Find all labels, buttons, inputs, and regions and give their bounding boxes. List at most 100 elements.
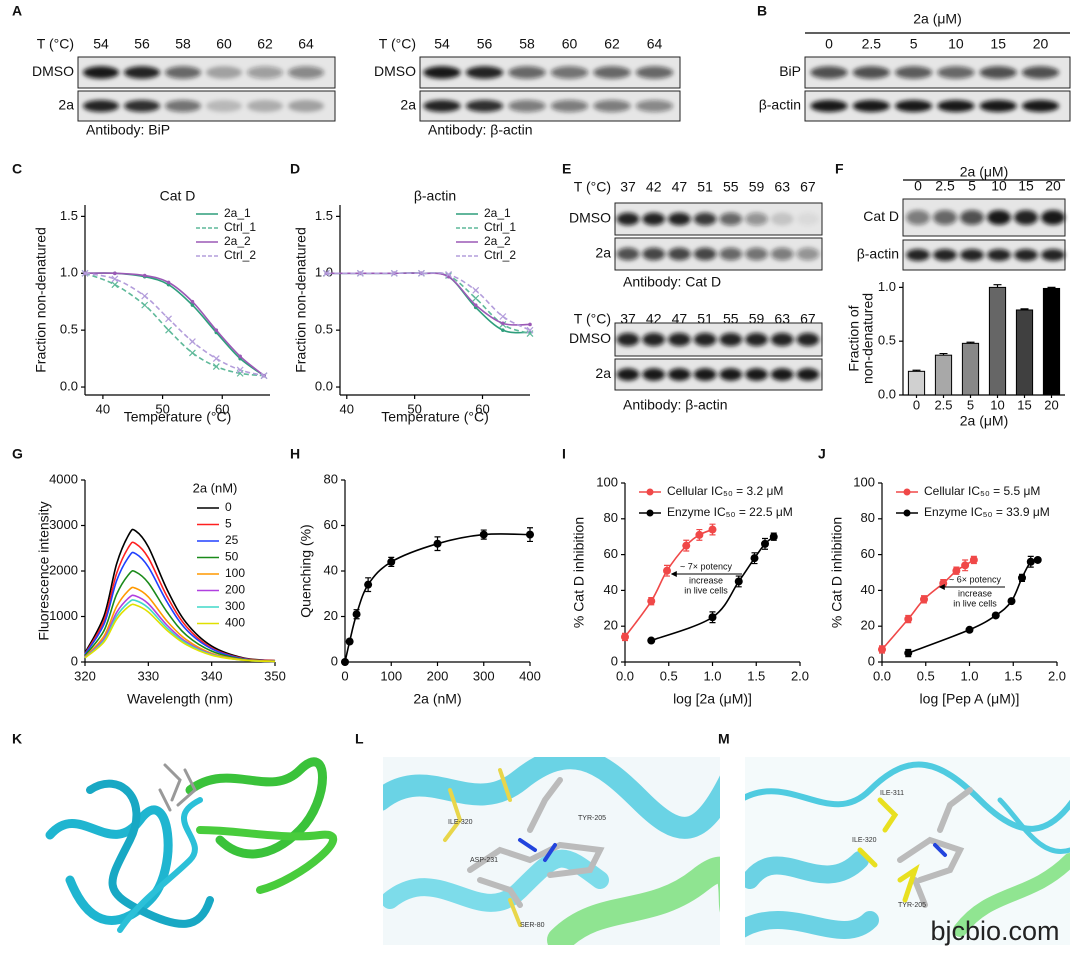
y-tick-label: 0 bbox=[71, 653, 78, 668]
band bbox=[616, 332, 640, 347]
annotation: in live cells bbox=[684, 585, 728, 595]
series-line bbox=[84, 603, 276, 663]
legend-label: 25 bbox=[225, 533, 239, 547]
ribbon bbox=[745, 761, 1070, 832]
blot-header: T (°C) bbox=[574, 179, 611, 195]
bands bbox=[810, 66, 1060, 79]
bands bbox=[616, 212, 820, 226]
annotation: in live cells bbox=[953, 598, 997, 608]
lane-label: 37 bbox=[620, 179, 636, 195]
marker bbox=[1026, 557, 1035, 566]
y-tick-label: 1000 bbox=[49, 608, 78, 623]
marker bbox=[418, 269, 425, 277]
lane-label: 58 bbox=[519, 36, 535, 52]
bands bbox=[810, 100, 1060, 112]
band bbox=[693, 332, 717, 347]
x-tick-label: 2.5 bbox=[934, 397, 952, 412]
residue-label: SER-80 bbox=[520, 922, 545, 929]
marker bbox=[499, 313, 507, 320]
blot-caption: Antibody: BiP bbox=[86, 122, 170, 138]
legend-label: Ctrl_2 bbox=[484, 248, 516, 262]
y-tick-label: 1.0 bbox=[315, 265, 333, 280]
row-label: 2a bbox=[400, 97, 416, 113]
series-line bbox=[326, 272, 531, 326]
band bbox=[616, 212, 640, 226]
band bbox=[82, 66, 120, 79]
y-tick-label: 60 bbox=[324, 517, 338, 532]
band bbox=[937, 66, 975, 79]
y-axis-label: Fraction non-denatured bbox=[293, 227, 309, 373]
y-tick-label: 80 bbox=[324, 471, 338, 486]
lane-label: 42 bbox=[646, 179, 662, 195]
legend-label: 2a_2 bbox=[484, 234, 511, 248]
marker bbox=[969, 555, 978, 564]
x-tick-label: 1.5 bbox=[747, 668, 765, 683]
legend-marker bbox=[903, 488, 911, 496]
x-axis-label: Wavelength (nm) bbox=[127, 691, 233, 707]
x-axis-label: log [2a (μM)] bbox=[673, 691, 752, 707]
lane-label: 10 bbox=[948, 36, 964, 52]
x-tick-label: 2.0 bbox=[791, 668, 809, 683]
x-tick-label: 0 bbox=[913, 397, 920, 412]
residue bbox=[443, 768, 522, 927]
legend-label: 5 bbox=[225, 517, 232, 531]
band bbox=[465, 66, 504, 79]
legend-marker bbox=[646, 509, 654, 517]
lane-label: 55 bbox=[723, 179, 739, 195]
marker bbox=[1007, 597, 1016, 606]
marker bbox=[323, 269, 330, 277]
band bbox=[287, 100, 325, 112]
band bbox=[668, 332, 691, 347]
marker bbox=[212, 355, 220, 363]
x-tick-label: 400 bbox=[519, 668, 541, 683]
band bbox=[668, 212, 691, 226]
series-line bbox=[84, 528, 276, 662]
y-tick-label: 20 bbox=[604, 618, 618, 633]
y-tick-label: 20 bbox=[324, 608, 338, 623]
residue-label: ILE-320 bbox=[852, 837, 877, 844]
band bbox=[937, 100, 975, 112]
marker bbox=[81, 269, 89, 277]
ribbon bbox=[45, 805, 173, 925]
y-tick-label: 40 bbox=[604, 582, 618, 597]
y-tick-label: 100 bbox=[596, 474, 618, 489]
panel-label: G bbox=[12, 446, 23, 462]
legend-label: 300 bbox=[225, 599, 245, 613]
panel-label: E bbox=[562, 161, 571, 177]
y-axis-label: % Cat D inhibition bbox=[829, 517, 845, 628]
panel-label: B bbox=[757, 3, 767, 19]
marker bbox=[387, 557, 396, 566]
legend-marker bbox=[903, 509, 911, 517]
lane-label: 62 bbox=[604, 36, 620, 52]
marker bbox=[920, 595, 928, 604]
y-tick-label: 0 bbox=[611, 653, 618, 668]
band bbox=[123, 66, 161, 79]
band bbox=[770, 368, 794, 381]
band bbox=[906, 210, 930, 225]
lane-label: 10 bbox=[991, 178, 1007, 194]
lane-label: 58 bbox=[175, 36, 191, 52]
marker bbox=[501, 328, 505, 332]
bands bbox=[616, 332, 820, 347]
x-tick-label: 0.0 bbox=[616, 668, 634, 683]
x-tick-label: 320 bbox=[74, 668, 96, 683]
panel-label: F bbox=[835, 161, 844, 177]
band bbox=[1021, 66, 1060, 79]
row-label: 2a bbox=[595, 365, 611, 381]
legend-label: 50 bbox=[225, 550, 239, 564]
band bbox=[745, 368, 768, 381]
band bbox=[933, 249, 957, 261]
y-tick-label: 0.5 bbox=[60, 322, 78, 337]
band bbox=[810, 66, 848, 79]
band bbox=[246, 100, 284, 112]
band bbox=[635, 66, 674, 79]
y-tick-label: 0.5 bbox=[878, 333, 896, 348]
legend-label: 100 bbox=[225, 566, 245, 580]
lane-label: 56 bbox=[477, 36, 493, 52]
series-line bbox=[84, 599, 276, 663]
bar bbox=[934, 354, 953, 396]
x-tick-label: 0.5 bbox=[660, 668, 678, 683]
lane-label: 20 bbox=[1045, 178, 1061, 194]
x-axis-label: Temperature (°C) bbox=[381, 409, 489, 425]
y-tick-label: 0.0 bbox=[878, 386, 896, 401]
